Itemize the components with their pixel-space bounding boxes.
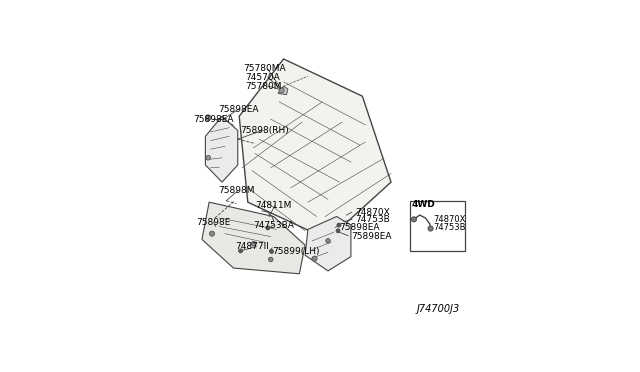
Text: 74753B: 74753B bbox=[433, 223, 466, 232]
Text: 74870X: 74870X bbox=[355, 208, 390, 217]
Text: 75898M: 75898M bbox=[218, 186, 254, 195]
Polygon shape bbox=[202, 202, 305, 274]
Text: 74570A: 74570A bbox=[245, 73, 280, 82]
Circle shape bbox=[337, 223, 341, 227]
Circle shape bbox=[239, 249, 243, 253]
Text: 4WD: 4WD bbox=[412, 200, 436, 209]
Polygon shape bbox=[239, 59, 391, 240]
Circle shape bbox=[336, 229, 340, 233]
Text: 75898EA: 75898EA bbox=[339, 223, 380, 232]
Text: 75780M: 75780M bbox=[245, 82, 282, 91]
Text: 74877II: 74877II bbox=[235, 242, 269, 251]
Bar bbox=[410, 201, 465, 251]
Text: 75898EA: 75898EA bbox=[193, 115, 234, 124]
Text: 75898EA: 75898EA bbox=[351, 232, 392, 241]
Text: 74753B: 74753B bbox=[355, 215, 390, 224]
Text: 75899(LH): 75899(LH) bbox=[272, 247, 319, 256]
Text: 74753BA: 74753BA bbox=[253, 221, 294, 230]
Circle shape bbox=[428, 226, 433, 231]
Circle shape bbox=[266, 226, 270, 230]
Circle shape bbox=[312, 256, 317, 261]
Text: 74870X: 74870X bbox=[433, 215, 466, 224]
Circle shape bbox=[209, 231, 214, 236]
Circle shape bbox=[326, 238, 330, 243]
Text: J74700J3: J74700J3 bbox=[417, 304, 460, 314]
Text: 75898(RH): 75898(RH) bbox=[240, 126, 289, 135]
Text: 75780MA: 75780MA bbox=[243, 64, 286, 74]
Circle shape bbox=[206, 155, 211, 160]
Circle shape bbox=[268, 257, 273, 262]
Text: 75898EA: 75898EA bbox=[218, 105, 258, 113]
Polygon shape bbox=[278, 86, 288, 95]
Circle shape bbox=[412, 217, 417, 222]
Text: 74811M: 74811M bbox=[255, 201, 291, 209]
Polygon shape bbox=[305, 217, 351, 271]
Circle shape bbox=[205, 115, 211, 121]
Text: 75898E: 75898E bbox=[196, 218, 230, 227]
Circle shape bbox=[269, 250, 273, 253]
Circle shape bbox=[252, 241, 256, 246]
Circle shape bbox=[279, 88, 284, 93]
Polygon shape bbox=[205, 116, 238, 182]
